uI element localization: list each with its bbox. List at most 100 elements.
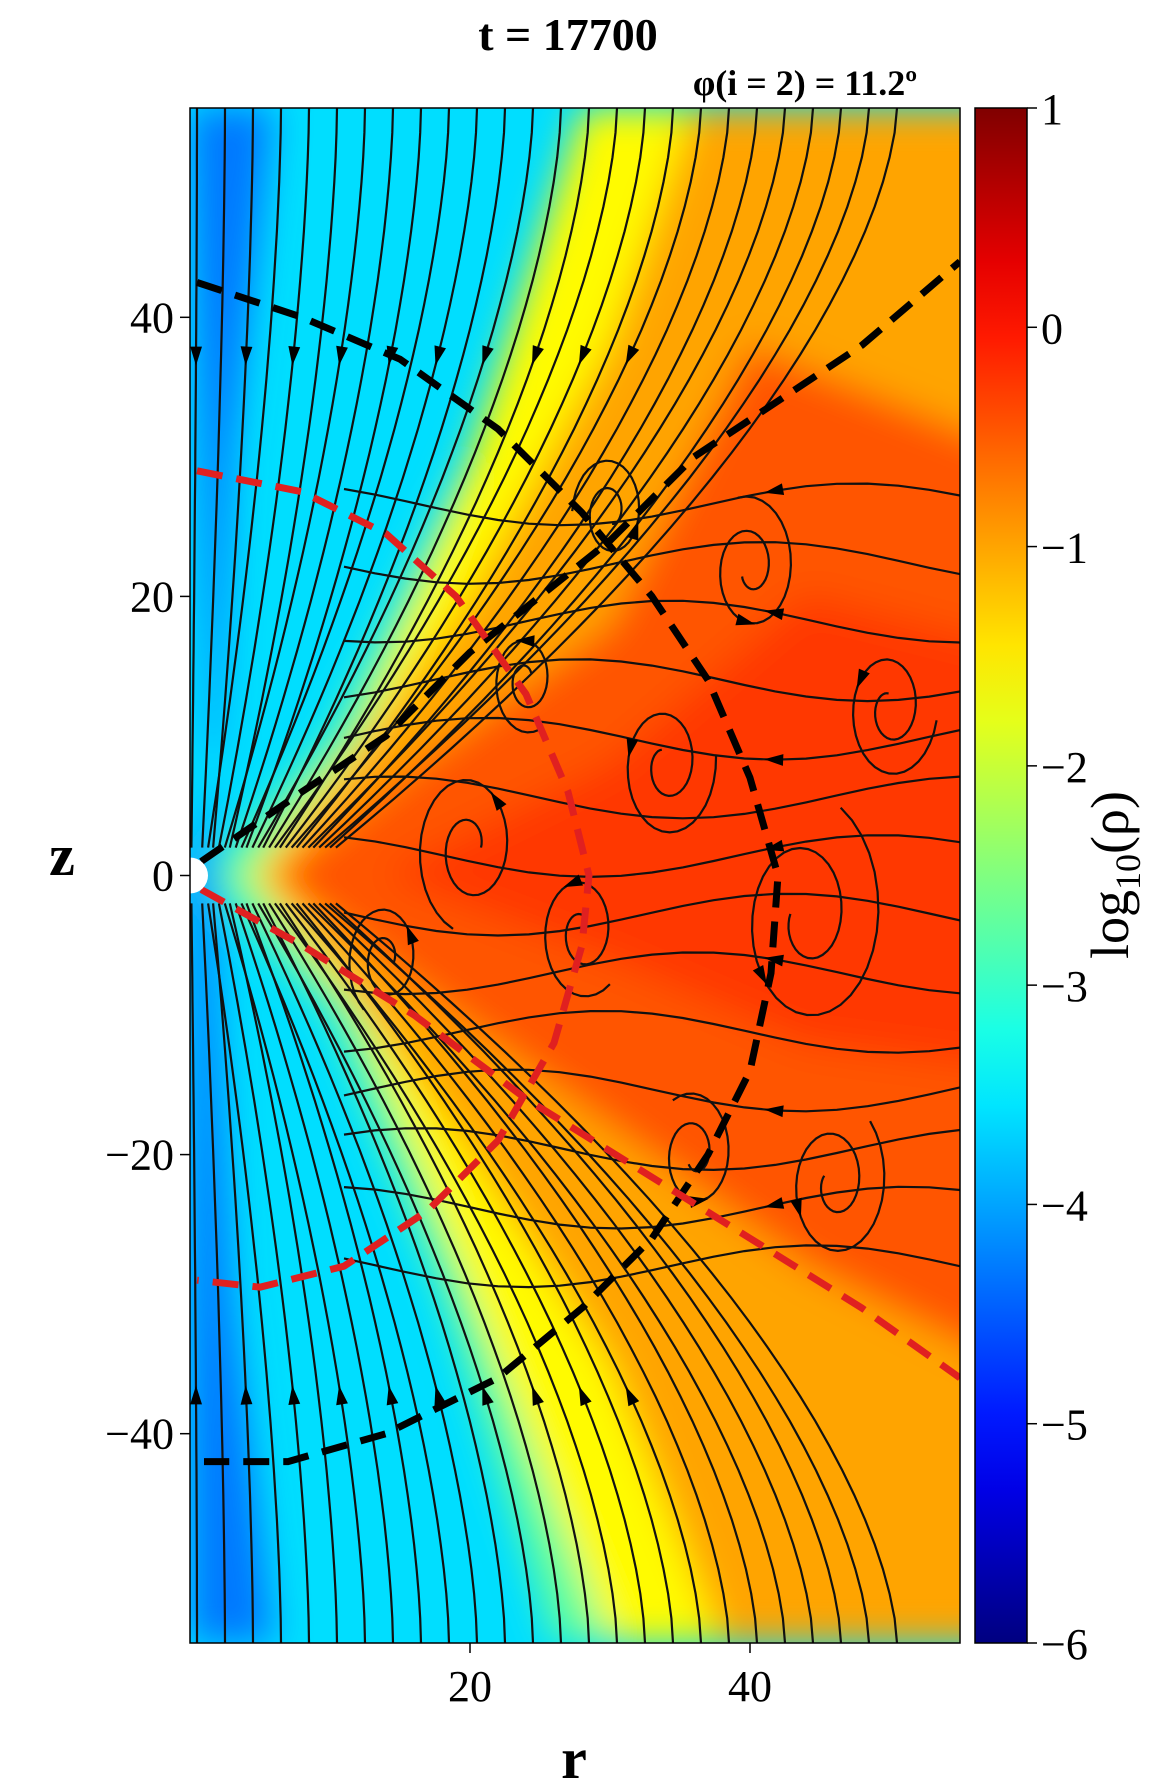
streamline xyxy=(212,903,255,1643)
streamline xyxy=(301,902,731,1643)
streamline xyxy=(312,108,759,849)
streamline-arrow xyxy=(406,925,419,946)
streamline xyxy=(268,902,563,1643)
streamline xyxy=(245,903,423,1643)
colorbar-tick-label: −6 xyxy=(1041,1620,1088,1669)
x-tick-label: 20 xyxy=(448,1662,492,1711)
streamline xyxy=(251,108,479,849)
streamline xyxy=(245,108,423,848)
streamline-arrow xyxy=(752,965,767,985)
streamline-arrow xyxy=(190,1385,202,1405)
streamline xyxy=(190,903,199,1643)
streamline-arrow xyxy=(434,1385,446,1406)
colorbar-tick-label: −2 xyxy=(1041,743,1088,792)
streamline-arrow xyxy=(764,754,784,766)
streamline-arrow xyxy=(336,345,348,366)
streamline xyxy=(257,108,535,849)
streamline xyxy=(223,108,367,848)
streamline xyxy=(190,108,199,848)
streamline xyxy=(251,902,479,1643)
y-tick-label: 20 xyxy=(130,572,174,621)
streamline-swirl xyxy=(851,658,938,775)
streamline-arrow xyxy=(190,346,202,366)
inner-boundary xyxy=(190,857,208,894)
x-tick-label: 40 xyxy=(728,1662,772,1711)
red-dashed-contour xyxy=(196,467,593,1291)
streamline xyxy=(290,108,703,849)
streamline-swirl xyxy=(495,639,549,734)
streamline-arrow xyxy=(288,346,301,366)
colorbar-tick-label: 0 xyxy=(1041,304,1063,353)
colorbar-tick-label: −5 xyxy=(1041,1401,1088,1450)
streamline xyxy=(278,902,591,1643)
y-axis-label: z xyxy=(49,823,75,888)
y-tick-label: −40 xyxy=(105,1410,174,1459)
streamline-arrow xyxy=(386,1385,399,1406)
streamline xyxy=(274,108,619,849)
streamline xyxy=(343,1009,960,1054)
streamline xyxy=(307,108,787,849)
colorbar-ticks: 1 0 −1 −2 −3 −4 −5 −6 xyxy=(1027,85,1088,1669)
streamline xyxy=(343,541,960,585)
y-tick-label: 0 xyxy=(152,852,174,901)
streamline-swirl xyxy=(795,1120,886,1253)
streamline xyxy=(201,903,227,1643)
streamline-swirl xyxy=(544,881,611,998)
colorbar-tick-label: −3 xyxy=(1041,962,1088,1011)
streamline-arrow xyxy=(240,1385,253,1405)
streamline-arrow xyxy=(735,613,756,626)
colorbar-tick-label: −4 xyxy=(1041,1181,1088,1230)
streamline-arrow xyxy=(336,1385,348,1406)
streamline xyxy=(318,902,815,1643)
streamline xyxy=(343,1068,960,1113)
colorbar: 1 0 −1 −2 −3 −4 −5 −6 log10(ρ) xyxy=(974,85,1148,1669)
streamline xyxy=(343,716,960,761)
streamline xyxy=(284,902,647,1643)
streamline-arrow xyxy=(764,608,785,620)
streamline xyxy=(240,902,451,1643)
streamline xyxy=(240,108,451,849)
streamline xyxy=(217,903,311,1643)
red-dashed-contour xyxy=(199,886,960,1381)
chart-title: t = 17700 xyxy=(478,9,658,60)
density-region xyxy=(386,596,960,1063)
streamline xyxy=(343,892,960,937)
streamline-arrow xyxy=(563,874,583,888)
streamline xyxy=(274,902,619,1643)
streamline-arrow xyxy=(764,1105,784,1118)
x-axis-label: r xyxy=(561,1726,587,1791)
streamline xyxy=(324,108,871,849)
streamline-swirl xyxy=(667,1092,730,1202)
streamline xyxy=(207,903,283,1643)
streamline xyxy=(217,108,311,848)
streamline-arrow xyxy=(764,1197,785,1209)
colorbar-gradient xyxy=(974,107,1028,1644)
streamline-arrow xyxy=(490,792,507,811)
streamline xyxy=(262,108,507,849)
streamline-swirl xyxy=(571,459,641,553)
density-region xyxy=(190,108,274,1643)
y-tick-label: 40 xyxy=(130,293,174,342)
streamline-arrow xyxy=(625,1386,640,1407)
streamline xyxy=(318,108,815,849)
streamline-arrow xyxy=(627,520,639,541)
chart-subtitle: φ(i = 2) = 11.2º xyxy=(693,63,917,103)
streamline xyxy=(295,902,675,1643)
streamline-arrow xyxy=(515,635,535,647)
streamline xyxy=(343,658,960,703)
streamline-swirl xyxy=(418,778,509,930)
streamline xyxy=(228,108,339,848)
streamline-arrow xyxy=(856,668,870,689)
streamline xyxy=(262,902,507,1643)
streamline-swirl xyxy=(750,806,880,1017)
streamline xyxy=(324,902,871,1643)
streamline-arrow xyxy=(240,346,253,366)
colorbar-label: log10(ρ) xyxy=(1080,791,1148,959)
streamline xyxy=(223,903,367,1643)
streamline xyxy=(290,902,703,1643)
streamline-swirl xyxy=(626,712,718,834)
streamline-arrow xyxy=(790,1197,802,1218)
streamline xyxy=(343,1127,960,1172)
streamline xyxy=(335,108,899,849)
